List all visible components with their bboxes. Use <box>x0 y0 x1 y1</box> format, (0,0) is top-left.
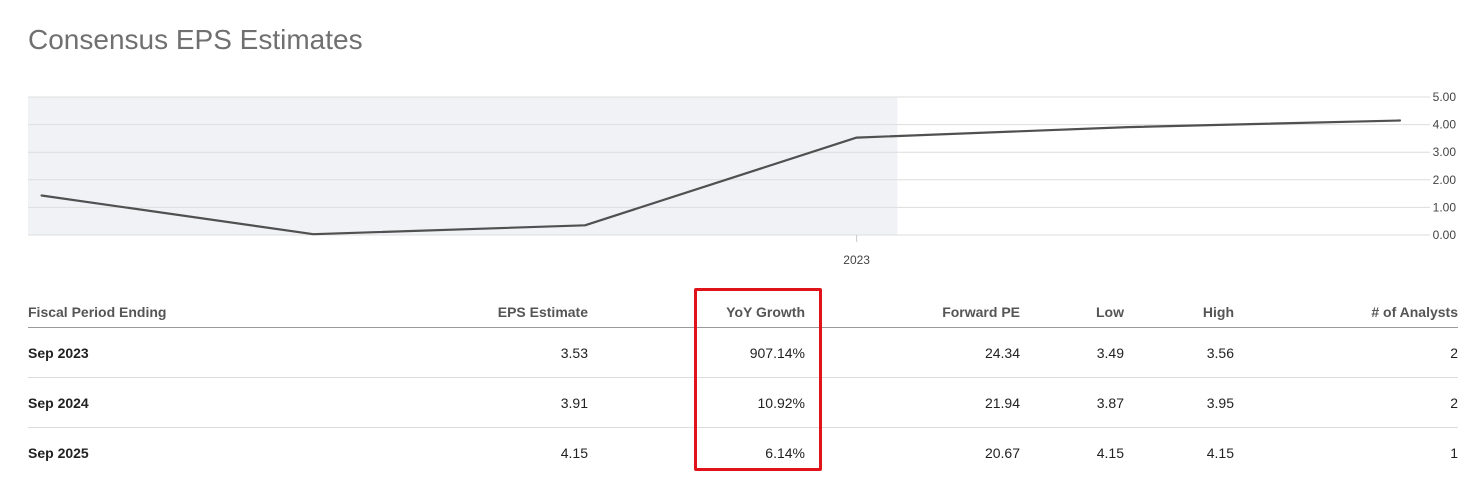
data-point <box>39 193 44 198</box>
column-header-fiscal-period[interactable]: Fiscal Period Ending <box>28 296 278 328</box>
cell-period: Sep 2023 <box>28 327 278 378</box>
cell-eps-estimate: 3.91 <box>278 377 588 428</box>
historical-shaded-region <box>28 97 898 235</box>
cell-eps-estimate: 3.53 <box>278 327 588 378</box>
table-row: Sep 2023 3.53 907.14% 24.34 3.49 3.56 2 <box>28 327 1458 378</box>
y-tick-label: 0.00 <box>1433 228 1457 242</box>
x-tick-label: 2023 <box>843 253 870 267</box>
cell-yoy-growth: 6.14% <box>765 444 805 461</box>
column-header-high[interactable]: High <box>1124 296 1234 328</box>
table-row: Sep 2025 4.15 6.14% 20.67 4.15 4.15 1 <box>28 428 1458 478</box>
column-header-low[interactable]: Low <box>1020 296 1124 328</box>
data-point <box>582 223 587 228</box>
column-header-eps-estimate[interactable]: EPS Estimate <box>278 296 588 328</box>
cell-analysts: 2 <box>1234 327 1458 378</box>
cell-low: 4.15 <box>1096 444 1124 461</box>
eps-series-line <box>40 119 1402 236</box>
y-tick-label: 5.00 <box>1433 90 1457 104</box>
cell-high: 3.56 <box>1124 327 1234 378</box>
data-point <box>1398 118 1403 123</box>
y-tick-label: 1.00 <box>1433 200 1457 214</box>
yoy-growth-highlight-box <box>694 288 822 471</box>
y-tick-label: 4.00 <box>1433 118 1457 132</box>
chart-title: Consensus EPS Estimates <box>28 24 363 55</box>
cell-forward-pe: 21.94 <box>805 377 1020 428</box>
cell-low: 3.49 <box>1020 327 1124 378</box>
cell-forward-pe: 20.67 <box>984 444 1020 461</box>
column-header-analysts[interactable]: # of Analysts <box>1234 296 1458 328</box>
cell-analysts: 2 <box>1234 377 1458 428</box>
cell-eps-estimate: 4.15 <box>560 444 588 461</box>
data-point <box>1126 125 1131 130</box>
cell-high: 3.95 <box>1124 377 1234 428</box>
cell-forward-pe: 24.34 <box>805 327 1020 378</box>
cell-analysts: 1 <box>1450 444 1458 461</box>
data-point <box>854 135 859 140</box>
y-tick-label: 3.00 <box>1433 145 1457 159</box>
column-header-forward-pe[interactable]: Forward PE <box>805 296 1020 328</box>
y-tick-label: 2.00 <box>1433 173 1457 187</box>
eps-line-chart: 0.00 1.00 2.00 3.00 4.00 5.00 2023 <box>28 90 1457 267</box>
cell-high: 4.15 <box>1206 444 1234 461</box>
cell-period: Sep 2024 <box>28 377 278 428</box>
cell-period: Sep 2025 <box>28 444 89 461</box>
data-point <box>311 232 316 237</box>
cell-low: 3.87 <box>1020 377 1124 428</box>
